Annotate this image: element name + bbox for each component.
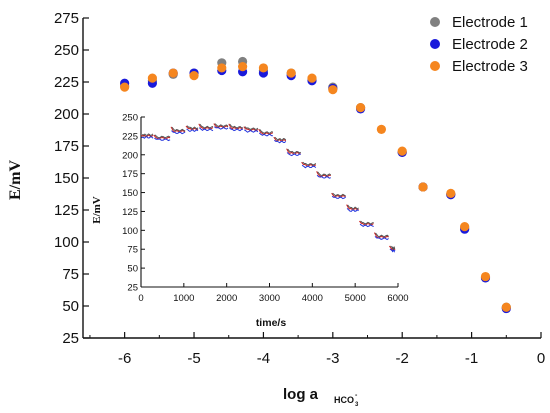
inset-series-line-2 xyxy=(141,126,396,253)
inset-x-tick-label: 4000 xyxy=(302,293,323,304)
main-data-points xyxy=(120,56,511,314)
main-x-tick-label: -4 xyxy=(257,350,270,367)
main-x-axis-label: log a HCO 3 - xyxy=(283,386,359,408)
data-point-electrode-3 xyxy=(238,62,248,72)
main-x-axis-label-subsub: 3 xyxy=(355,402,359,408)
main-y-tick-label: 225 xyxy=(54,74,79,91)
inset-x-tick-label: 6000 xyxy=(387,293,408,304)
inset-series-line-1 xyxy=(141,123,396,252)
legend: Electrode 1 Electrode 2 Electrode 3 xyxy=(430,14,528,75)
legend-marker-2 xyxy=(430,39,440,49)
data-point-electrode-3 xyxy=(460,222,470,232)
data-point-electrode-3 xyxy=(480,271,491,282)
legend-label-2: Electrode 2 xyxy=(452,36,528,53)
main-x-tick-label: -2 xyxy=(396,350,409,367)
legend-marker-1 xyxy=(430,17,440,27)
legend-label-3: Electrode 3 xyxy=(452,58,528,75)
inset-y-tick-label: 50 xyxy=(127,264,138,275)
data-point-electrode-3 xyxy=(397,146,407,156)
main-y-tick-label: 150 xyxy=(54,170,79,187)
main-y-tick-label: 50 xyxy=(62,298,79,315)
data-point-electrode-3 xyxy=(258,63,269,73)
main-x-tick-label: -1 xyxy=(465,350,478,367)
inset-y-axis-label: E/mV xyxy=(91,196,103,224)
data-point-electrode-3 xyxy=(189,71,199,81)
inset-y-tick-label: 25 xyxy=(127,283,138,294)
main-y-tick-label: 125 xyxy=(54,202,79,219)
main-y-tick-label: 75 xyxy=(62,266,79,283)
main-x-tick-label: -6 xyxy=(118,350,131,367)
inset-y-tick-label: 100 xyxy=(122,226,138,237)
main-x-axis-label-main: log a xyxy=(283,386,319,403)
data-point-electrode-3 xyxy=(217,63,227,73)
main-x-axis-label-sub: HCO xyxy=(334,395,354,405)
main-y-tick-label: 100 xyxy=(54,234,79,251)
inset-plot-axes: 25 50 75 100 125 150 175 200 225 250 0 1000 2000 3000… xyxy=(122,113,408,305)
main-y-tick-label: 175 xyxy=(54,138,79,155)
inset-y-tick-label: 150 xyxy=(122,188,138,199)
data-point-electrode-3 xyxy=(168,68,178,78)
main-x-tick-label: -5 xyxy=(187,350,200,367)
inset-x-tick-label: 1000 xyxy=(173,293,194,304)
data-point-electrode-3 xyxy=(501,302,511,312)
inset-y-tick-label: 175 xyxy=(122,169,138,180)
data-point-electrode-3 xyxy=(446,188,456,198)
main-x-tick-label: -3 xyxy=(326,350,339,367)
inset-x-axis-label: time/s xyxy=(256,317,287,329)
inset-y-tick-label: 75 xyxy=(127,245,138,256)
legend-marker-3 xyxy=(430,61,440,71)
inset-y-tick-label: 225 xyxy=(122,131,138,142)
data-point-electrode-3 xyxy=(418,182,428,192)
data-point-electrode-3 xyxy=(147,73,157,83)
data-point-electrode-3 xyxy=(355,103,366,113)
inset-data-lines xyxy=(141,123,396,253)
main-x-axis-label-sup: - xyxy=(355,392,358,399)
legend-label-1: Electrode 1 xyxy=(452,14,528,31)
inset-x-tick-label: 0 xyxy=(138,293,143,304)
main-y-tick-label: 275 xyxy=(54,10,79,27)
main-y-tick-label: 200 xyxy=(54,106,79,123)
main-y-axis-label: E/mV xyxy=(7,160,24,200)
data-point-electrode-3 xyxy=(307,73,317,83)
inset-x-tick-label: 2000 xyxy=(216,293,237,304)
data-point-electrode-3 xyxy=(120,82,130,92)
data-point-electrode-3 xyxy=(328,85,338,95)
inset-y-tick-label: 125 xyxy=(122,207,138,218)
data-point-electrode-3 xyxy=(376,124,386,134)
inset-x-tick-label: 3000 xyxy=(259,293,280,304)
data-point-electrode-3 xyxy=(286,68,296,78)
main-x-tick-label: 0 xyxy=(537,350,545,367)
main-y-tick-label: 250 xyxy=(54,42,79,59)
main-y-tick-label: 25 xyxy=(62,330,79,347)
inset-y-tick-label: 200 xyxy=(122,150,138,161)
inset-y-tick-label: 250 xyxy=(122,113,138,124)
inset-series-line-3 xyxy=(142,123,396,251)
inset-x-tick-label: 5000 xyxy=(345,293,366,304)
